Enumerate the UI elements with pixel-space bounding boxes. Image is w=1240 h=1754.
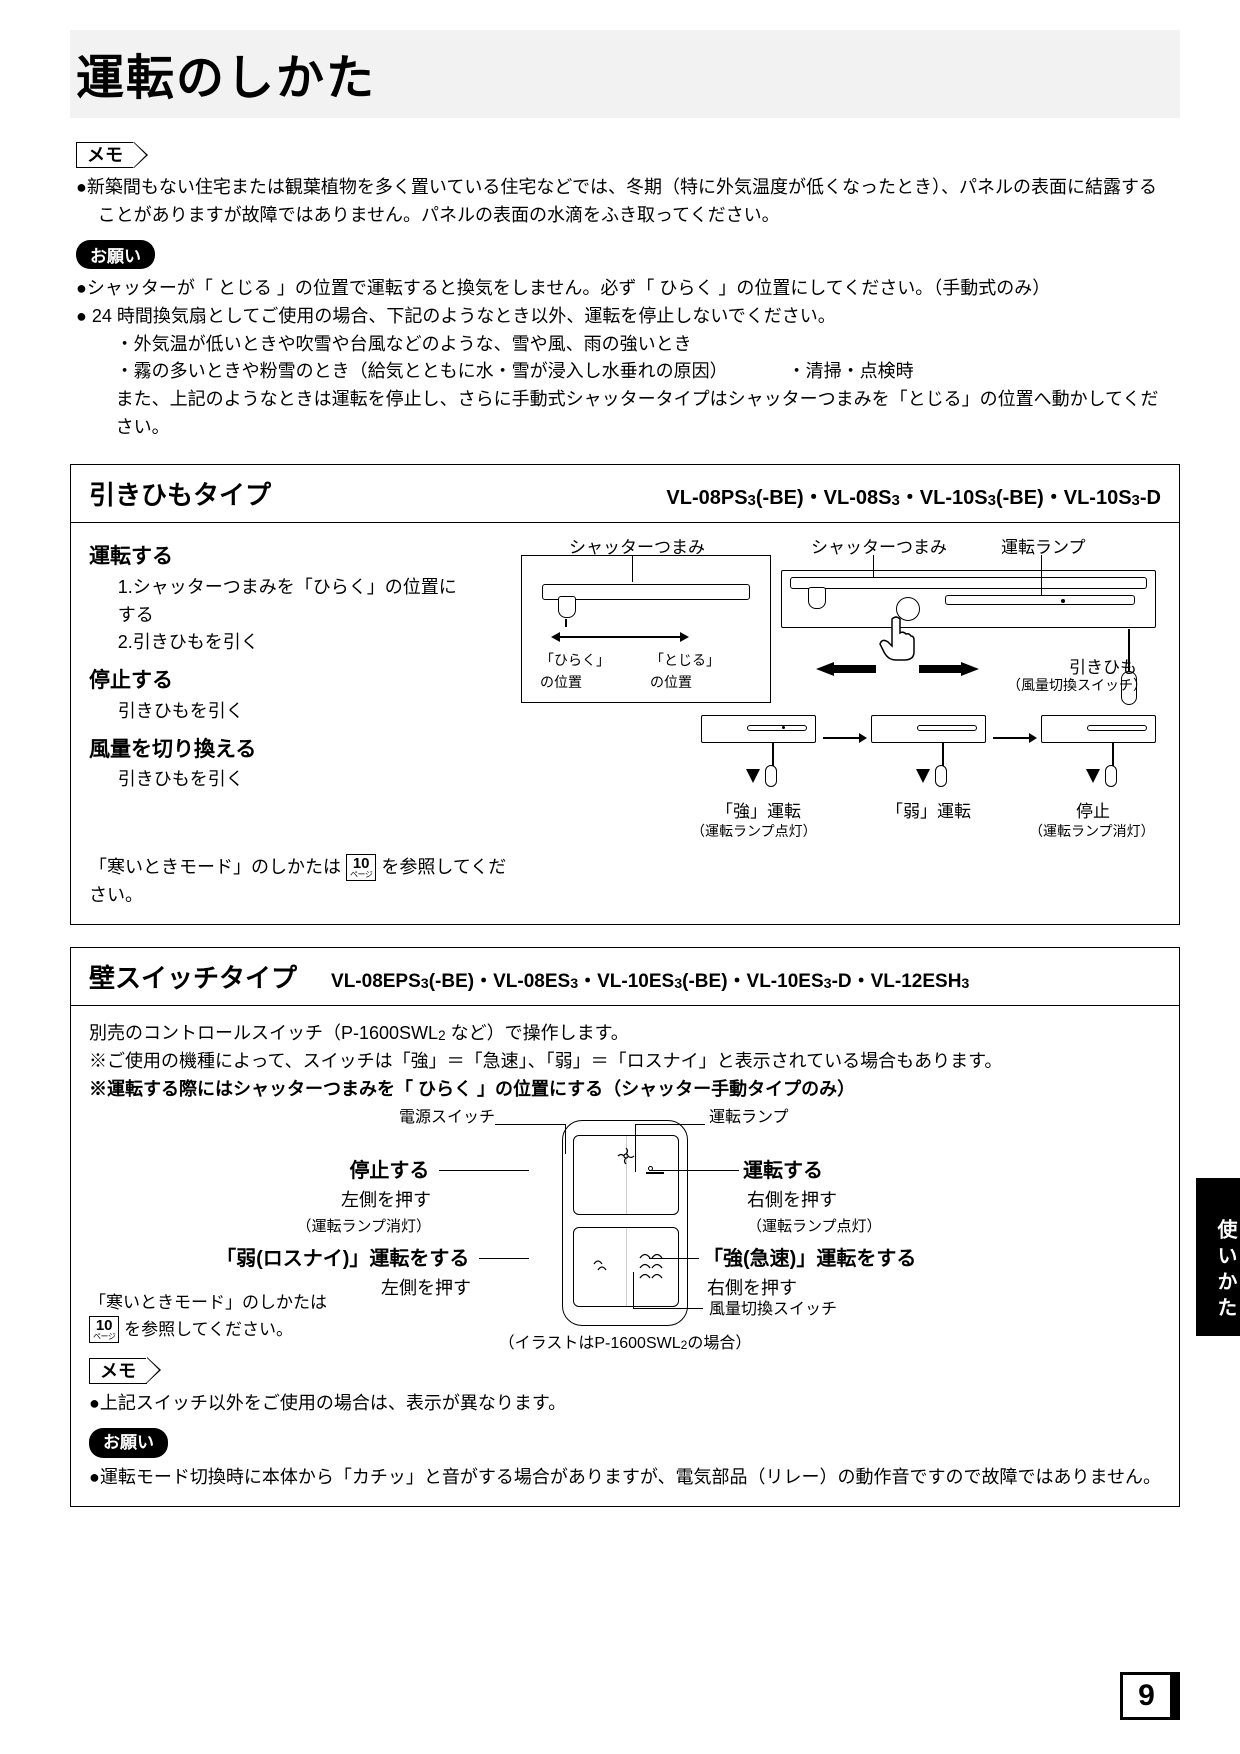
- hand-icon: [876, 615, 916, 661]
- pull-vol-h: 風量を切り換える: [89, 734, 521, 767]
- request-label: お願い: [76, 240, 155, 269]
- pull-cold-ref: 「寒いときモード」のしかたは 10ページ を参照してください。: [89, 854, 521, 910]
- wall-header: 壁スイッチタイプ VL-08EPS3(-BE)・VL-08ES3・VL-10ES…: [71, 948, 1179, 1006]
- side-tab: 使いかた: [1196, 1178, 1240, 1336]
- title-bar: 運転のしかた: [70, 30, 1180, 118]
- page-title: 運転のしかた: [76, 38, 1180, 108]
- memo-body: ●新築間もない住宅または観葉植物を多く置いている住宅などでは、冬期（特に外気温度…: [70, 174, 1180, 230]
- pull-cord-box: 引きひもタイプ VL-08PS3(-BE)・VL-08S3・VL-10S3(-B…: [70, 464, 1180, 925]
- request-body: ●シャッターが「 とじる 」の位置で運転すると換気をしません。必ず「 ひらく 」…: [70, 275, 1180, 442]
- wall-type-title: 壁スイッチタイプ: [89, 958, 297, 995]
- pull-run-h: 運転する: [89, 541, 521, 574]
- wall-diagram: 電源スイッチ 運転ランプ: [89, 1112, 1161, 1352]
- request-label-2: お願い: [89, 1428, 168, 1458]
- memo-label: メモ: [76, 142, 134, 168]
- pull-type-title: 引きひもタイプ: [89, 475, 271, 512]
- memo-label-2: メモ: [89, 1358, 147, 1384]
- page-ref-icon: 10ページ: [346, 854, 376, 881]
- pull-diagram: シャッターつまみ シャッターつまみ 運転ランプ 「ひらく」 の位置 「とじる」 …: [521, 537, 1161, 847]
- wall-body: 別売のコントロールスイッチ（P-1600SWL2 など）で操作します。 ※ご使用…: [71, 1006, 1179, 1506]
- wall-models: VL-08EPS3(-BE)・VL-08ES3・VL-10ES3(-BE)・VL…: [327, 966, 1161, 993]
- shutter-detail: 「ひらく」 の位置 「とじる」 の位置: [521, 555, 771, 703]
- wall-switch-box: 壁スイッチタイプ VL-08EPS3(-BE)・VL-08ES3・VL-10ES…: [70, 947, 1180, 1507]
- pull-models: VL-08PS3(-BE)・VL-08S3・VL-10S3(-BE)・VL-10…: [301, 481, 1161, 510]
- pull-stop-h: 停止する: [89, 665, 521, 698]
- pull-header: 引きひもタイプ VL-08PS3(-BE)・VL-08S3・VL-10S3(-B…: [71, 465, 1179, 523]
- fan-unit: [781, 570, 1156, 628]
- pull-body: 運転する 1.シャッターつまみを「ひらく」の位置にする 2.引きひもを引く 停止…: [71, 523, 1179, 924]
- page-number: 9: [1120, 1672, 1180, 1720]
